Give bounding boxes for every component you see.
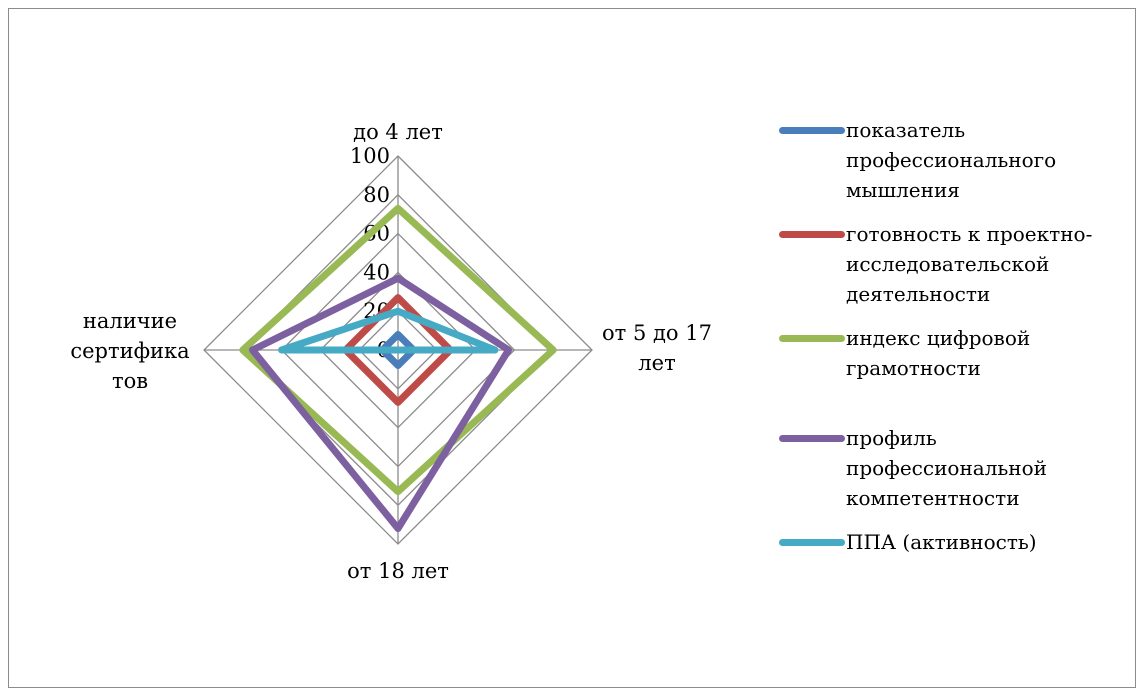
- series-line: [378, 330, 418, 370]
- category-label: от 5 до 17 лет: [602, 321, 712, 375]
- category-label: наличие сертифика тов: [70, 309, 189, 393]
- legend-item: индекс цифровой грамотности: [779, 323, 1109, 383]
- legend-swatch: [779, 127, 845, 134]
- tick-label: 40: [363, 260, 390, 284]
- legend-item: ППА (активность): [779, 527, 1109, 557]
- chart-frame: [8, 8, 1136, 688]
- legend-swatch: [779, 231, 845, 238]
- legend-swatch: [779, 435, 845, 442]
- series-line: [249, 274, 513, 532]
- legend-label-line: профиль: [846, 426, 937, 450]
- legend-item: профиль профессиональной компетентности: [779, 423, 1109, 513]
- legend-label-line: мышления: [846, 178, 960, 202]
- category-label: до 4 лет: [353, 120, 443, 144]
- legend-swatch: [779, 539, 845, 546]
- legend-label-line: профессиональной: [846, 456, 1047, 480]
- series-line: [278, 307, 499, 354]
- legend-label-line: индекс цифровой: [846, 326, 1031, 350]
- legend-label-line: готовность к проектно-: [846, 222, 1093, 246]
- legend-label-line: исследовательской: [846, 252, 1050, 276]
- legend-label-line: грамотности: [846, 356, 981, 380]
- legend-label-line: показатель: [846, 118, 966, 142]
- legend-item: показатель профессионального мышления: [779, 115, 1109, 205]
- legend: показатель профессионального мышления готов…: [779, 115, 1109, 571]
- legend-item: готовность к проектно-исследовательской д…: [779, 219, 1109, 309]
- series-line: [342, 294, 454, 406]
- legend-label-line: ППА (активность): [846, 530, 1037, 554]
- legend-swatch: [779, 335, 845, 342]
- category-label: от 18 лет: [347, 559, 449, 583]
- tick-label: 100: [350, 144, 390, 168]
- legend-label-line: профессионального: [846, 148, 1057, 172]
- category-labels: до 4 лет от 5 до 17 лет от 18 лет наличие сер…: [70, 120, 712, 583]
- legend-label-line: деятельности: [846, 282, 991, 306]
- series-line: [239, 204, 557, 496]
- tick-label: 80: [363, 183, 390, 207]
- radar-series: [239, 204, 557, 532]
- legend-label-line: компетентности: [846, 486, 1020, 510]
